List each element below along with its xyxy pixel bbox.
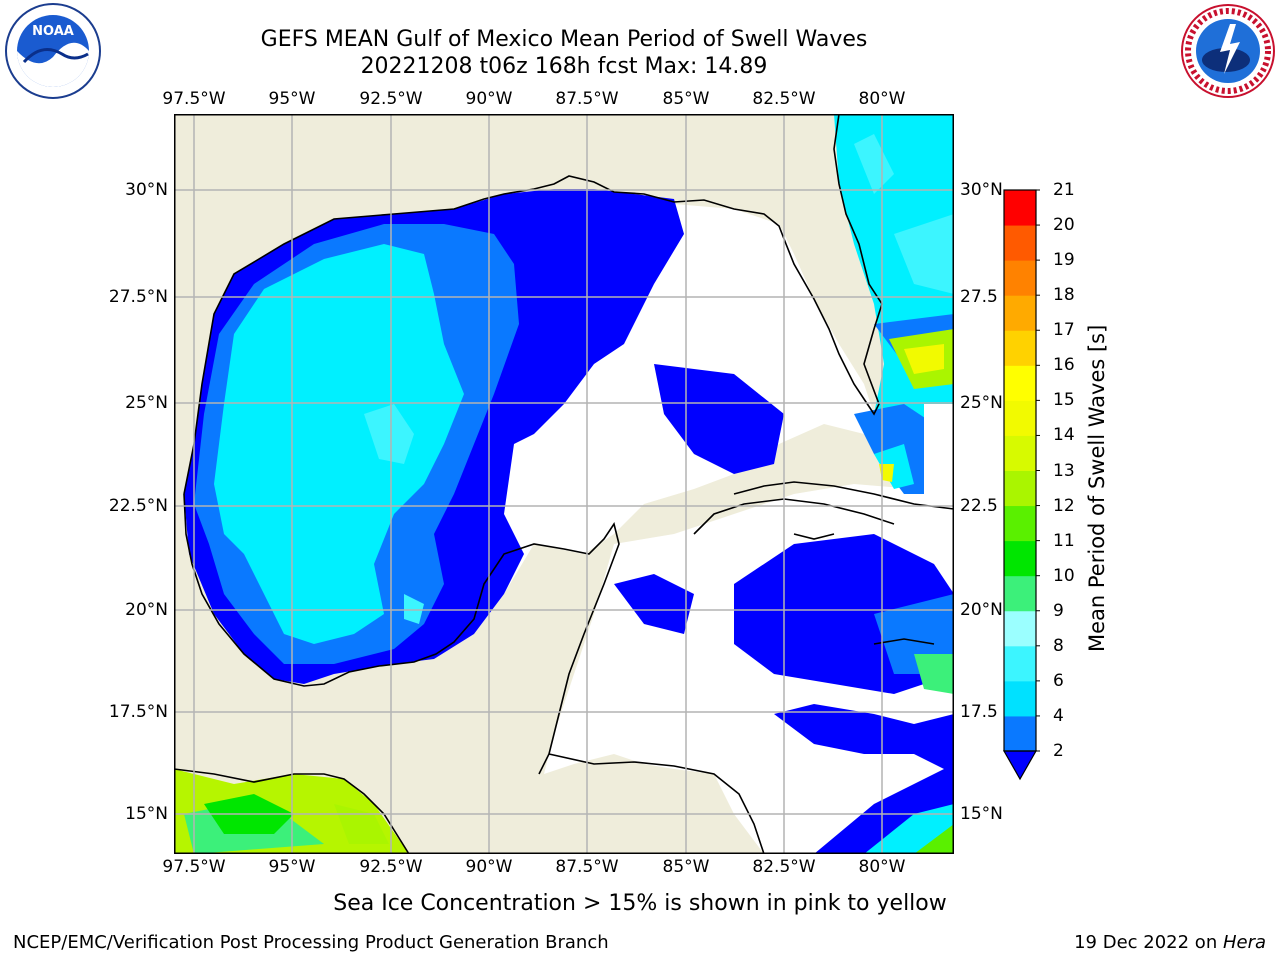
colorbar-segment: [1004, 260, 1036, 296]
colorbar-segment: [1004, 435, 1036, 471]
colorbar-tick-label: 14: [1053, 425, 1075, 446]
colorbar-segment: [1004, 330, 1036, 366]
sea-ice-note-text: Sea Ice Concentration > 15% is shown in …: [333, 891, 947, 916]
colorbar-tick-label: 6: [1053, 670, 1064, 691]
lat-tick-right: 22.5: [960, 496, 998, 516]
colorbar-segment: [1004, 715, 1036, 752]
colorbar-segment: [1004, 295, 1036, 331]
footer-date-text: 19 Dec 2022 on: [1074, 932, 1223, 953]
colorbar-tick-label: 12: [1053, 495, 1075, 516]
colorbar-segment: [1004, 225, 1036, 261]
lon-tick-bottom: 82.5°W: [752, 857, 816, 877]
lon-tick-bottom: 95°W: [268, 857, 316, 877]
lon-tick-top: 92.5°W: [359, 89, 423, 109]
atlantic-water: [834, 114, 954, 494]
colorbar-segment: [1004, 400, 1036, 436]
colorbar-segment: [1004, 505, 1036, 542]
colorbar-segment: [1004, 365, 1036, 401]
colorbar-tick-label: 16: [1053, 355, 1075, 376]
colorbar-segment: [1004, 575, 1036, 612]
lon-tick-top: 97.5°W: [162, 89, 226, 109]
lat-tick-left: 17.5°N: [108, 702, 168, 722]
nws-logo: [1181, 4, 1275, 98]
colorbar-tick-label: 15: [1053, 390, 1075, 411]
colorbar-tick-label: 19: [1053, 250, 1075, 271]
chart-subtitle: 20221208 t06z 168h fcst Max: 14.89: [360, 54, 768, 79]
colorbar-segment: [1004, 680, 1036, 717]
colorbar-segment: [1004, 610, 1036, 647]
colorbar-tick-label: 9: [1053, 600, 1064, 621]
lon-tick-top: 95°W: [268, 89, 316, 109]
sea-ice-note: Sea Ice Concentration > 15% is shown in …: [0, 891, 1280, 916]
lon-tick-bottom: 80°W: [858, 857, 906, 877]
colorbar-segment: [1004, 645, 1036, 682]
colorbar-tick-label: 8: [1053, 635, 1064, 656]
noaa-logo: NOAA: [5, 3, 101, 99]
footer-date: 19 Dec 2022 on Hera: [1074, 932, 1266, 953]
colorbar-tick-label: 21: [1053, 180, 1075, 200]
lon-tick-top: 85°W: [662, 89, 710, 109]
colorbar-tick-label: 2: [1053, 741, 1064, 761]
lat-tick-left: 15°N: [125, 804, 168, 824]
chart-title: GEFS MEAN Gulf of Mexico Mean Period of …: [260, 27, 868, 52]
lat-tick-right: 15°N: [960, 804, 1003, 824]
colorbar-tick-label: 4: [1053, 705, 1064, 726]
lon-tick-bottom: 87.5°W: [555, 857, 619, 877]
graticule: [174, 114, 954, 854]
lat-tick-right: 27.5: [960, 287, 998, 307]
svg-text:NOAA: NOAA: [32, 24, 74, 39]
colorbar-tick-label: 11: [1053, 530, 1075, 551]
lat-tick-left: 27.5°N: [108, 287, 168, 307]
map-frame: [174, 114, 954, 854]
lon-tick-top: 80°W: [858, 89, 906, 109]
colorbar-tick-label: 17: [1053, 320, 1075, 341]
lat-tick-right: 20°N: [960, 600, 1003, 620]
lat-tick-right: 30°N: [960, 180, 1003, 200]
map-panel: [174, 114, 954, 854]
lat-tick-left: 25°N: [125, 393, 168, 413]
lat-tick-left: 20°N: [125, 600, 168, 620]
footer-credit: NCEP/EMC/Verification Post Processing Pr…: [13, 932, 609, 953]
colorbar: [1002, 189, 1040, 781]
colorbar-tick-label: 13: [1053, 460, 1075, 481]
lat-tick-right: 17.5: [960, 702, 998, 722]
colorbar-label: Mean Period of Swell Waves [s]: [1085, 324, 1109, 652]
lon-tick-top: 82.5°W: [752, 89, 816, 109]
footer-host: Hera: [1222, 932, 1266, 953]
lat-tick-left: 30°N: [125, 180, 168, 200]
colorbar-tick-label: 20: [1053, 215, 1075, 236]
colorbar-extend: [1002, 750, 1038, 781]
lon-tick-bottom: 90°W: [465, 857, 513, 877]
colorbar-tick-label: 18: [1053, 285, 1075, 306]
lon-tick-top: 87.5°W: [555, 89, 619, 109]
lon-tick-bottom: 85°W: [662, 857, 710, 877]
colorbar-segment: [1004, 190, 1036, 226]
lon-tick-bottom: 97.5°W: [162, 857, 226, 877]
colorbar-segment: [1004, 470, 1036, 507]
lat-tick-left: 22.5°N: [108, 496, 168, 516]
lon-tick-bottom: 92.5°W: [359, 857, 423, 877]
colorbar-tick-label: 10: [1053, 565, 1075, 586]
lat-tick-right: 25°N: [960, 393, 1003, 413]
colorbar-segment: [1004, 540, 1036, 577]
lon-tick-top: 90°W: [465, 89, 513, 109]
